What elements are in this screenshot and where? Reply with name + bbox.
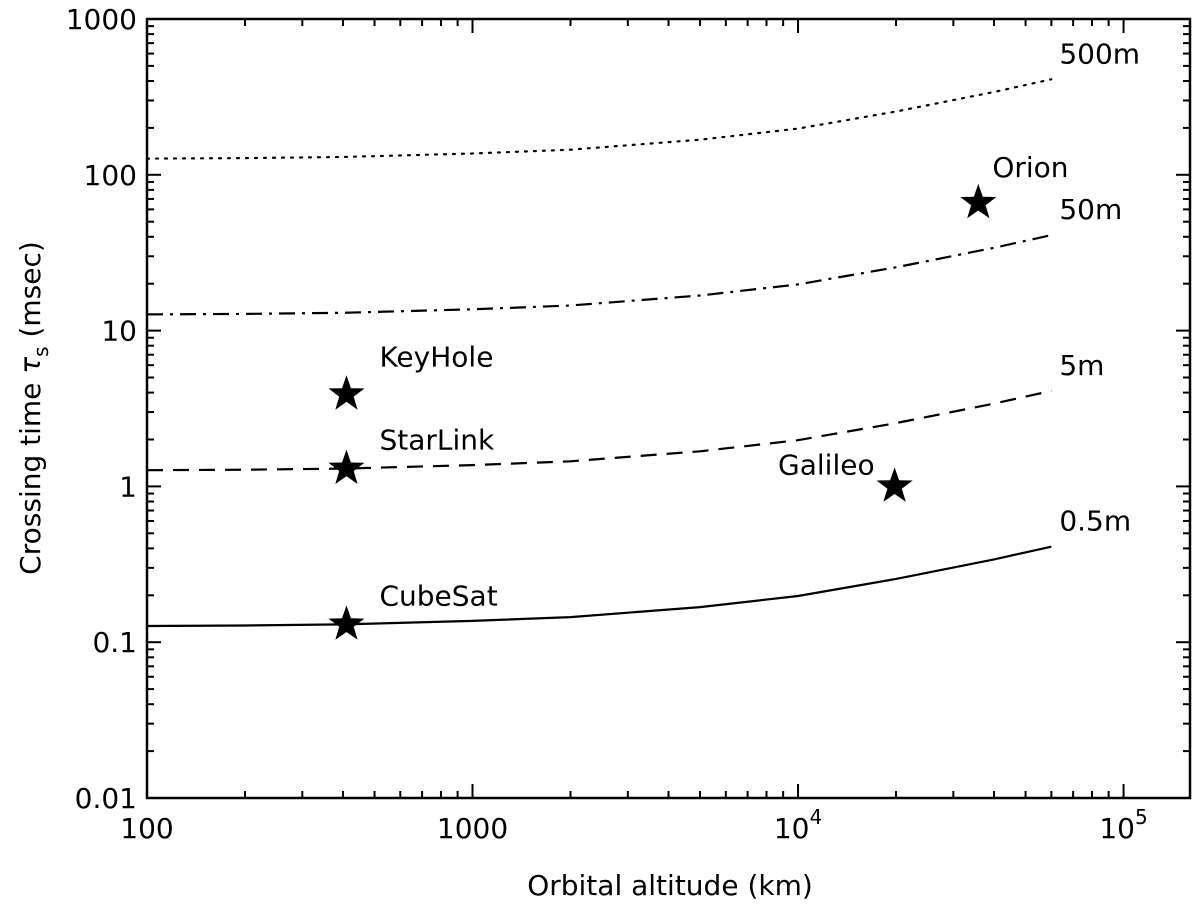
star-marker [876, 467, 913, 502]
x-tick-label: 1000 [437, 812, 508, 845]
curve-50m [146, 234, 1052, 316]
y-tick-label: 10 [101, 315, 137, 348]
satellites: KeyHole StarLink CubeSat Galileo Orion [328, 151, 1069, 640]
curve-500m [145, 78, 1053, 160]
x-tick-label: 105 [1099, 805, 1147, 845]
x-tick-label: 100 [120, 812, 173, 845]
y-tick-label: 1000 [66, 3, 137, 36]
satellite-label: Orion [992, 151, 1068, 184]
curve-label: 500m [1059, 37, 1140, 70]
x-tick-label: 104 [774, 805, 822, 845]
curve-5m [146, 389, 1052, 472]
ticks: 100 1000 104 105 0.01 0.1 1 10 100 1000 [66, 3, 1190, 845]
plot-frame [145, 17, 1192, 800]
y-axis-title-subscript: s [29, 346, 53, 356]
y-tick-label: 100 [84, 159, 137, 192]
curve-0.5m [146, 545, 1052, 628]
satellite-label: KeyHole [379, 340, 493, 373]
curve-label: 0.5m [1059, 505, 1131, 538]
curve-label: 5m [1059, 349, 1104, 382]
curve-label: 50m [1059, 193, 1122, 226]
y-tick-label: 1 [119, 470, 137, 503]
y-axis-title-suffix: (msec) [14, 241, 47, 346]
x-axis-title: Orbital altitude (km) [527, 869, 813, 902]
curves: 0.5m 5m 50m 500m [145, 37, 1140, 628]
x-tick-exponent: 5 [1135, 805, 1148, 829]
y-axis-title-prefix: Crossing time [14, 374, 47, 575]
star-marker [960, 183, 997, 219]
star-marker [328, 375, 365, 410]
satellite-label: CubeSat [379, 579, 497, 612]
y-axis-title: Crossing time τs (msec) [14, 241, 53, 575]
y-tick-label: 0.1 [92, 626, 137, 659]
x-tick-exponent: 4 [809, 805, 822, 829]
satellite-label: Galileo [778, 448, 875, 481]
star-marker [328, 449, 365, 484]
y-axis-title-symbol: τ [14, 357, 47, 374]
star-marker [328, 605, 365, 640]
satellite-label: StarLink [379, 424, 495, 457]
y-tick-label: 0.01 [75, 782, 137, 815]
